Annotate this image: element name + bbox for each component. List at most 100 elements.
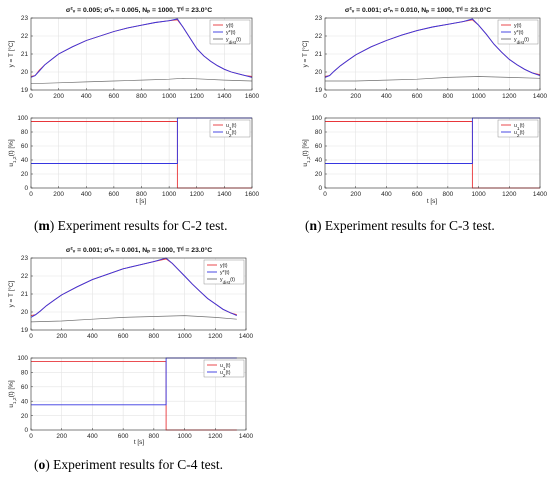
- x-tick-label: 200: [56, 433, 67, 440]
- legend-label: ydist(t): [226, 37, 241, 46]
- legend-box: [497, 119, 539, 138]
- x-tick-label: 1000: [177, 433, 192, 440]
- x-tick-label: 600: [412, 93, 423, 100]
- y-tick-label: 80: [21, 370, 29, 377]
- axes-frame: [30, 357, 247, 431]
- legend-label: y(t): [514, 23, 522, 29]
- x-tick-label: 200: [350, 93, 361, 100]
- y-tick-label: 22: [21, 273, 29, 280]
- x-tick-label: 600: [412, 191, 423, 198]
- x-tick-label: 800: [136, 191, 147, 198]
- legend-label: u2(t): [226, 130, 237, 139]
- x-tick-label: 600: [118, 333, 129, 340]
- y-axis-label: u1,2(t) [%]: [8, 380, 18, 407]
- x-tick-label: 1400: [239, 333, 254, 340]
- x-tick-label: 200: [350, 191, 361, 198]
- legend-label: u1(t): [226, 123, 237, 132]
- x-tick-label: 0: [323, 191, 327, 198]
- y-tick-label: 100: [17, 355, 28, 362]
- y-tick-label: 23: [21, 255, 29, 262]
- legend-label: y*(t): [226, 30, 236, 36]
- x-tick-label: 200: [53, 93, 64, 100]
- series-line: [30, 315, 237, 323]
- caption-o: (o) Experiment results for C-4 test.: [34, 457, 223, 472]
- x-tick-label: 1000: [471, 191, 486, 198]
- legend-label: u1(t): [514, 123, 525, 132]
- x-tick-label: 400: [381, 93, 392, 100]
- y-axis-label: y = T [°C]: [301, 40, 309, 67]
- panel-n: σ²ᵥ = 0.001; σ²ₙ = 0.010, Nₚ = 1000, Tᵈ …: [301, 6, 548, 205]
- legend-box: [209, 119, 251, 138]
- caption-n: (n) Experiment results for C-3 test.: [305, 218, 495, 233]
- series-line: [324, 18, 541, 78]
- legend: u1(t)u2(t): [203, 359, 245, 379]
- x-tick-label: 800: [443, 93, 454, 100]
- legend-label: u2(t): [514, 130, 525, 139]
- temperature-plot: 0 200 400 600 800 1000 1200 1400 19 20 21 22 23 y = T…: [301, 15, 548, 100]
- chart-title: σ²ᵥ = 0.005; σ²ₙ = 0.005, Nₚ = 1000, Tᵈ …: [66, 6, 212, 14]
- y-tick-label: 21: [21, 291, 29, 298]
- series-line: [325, 76, 541, 82]
- x-tick-label: 1200: [190, 93, 205, 100]
- y-tick-label: 21: [315, 51, 323, 58]
- legend: y(t)y*(t)ydist(t): [497, 19, 539, 46]
- x-tick-label: 800: [149, 433, 160, 440]
- legend: y(t)y*(t)ydist(t): [209, 19, 251, 46]
- legend-label: u1(t): [220, 363, 231, 372]
- x-tick-label: 1400: [217, 93, 232, 100]
- y-axis-label: u1,2(t) [%]: [302, 139, 312, 166]
- x-tick-label: 0: [323, 93, 327, 100]
- legend-label: y(t): [226, 23, 234, 29]
- y-tick-label: 40: [21, 398, 29, 405]
- x-tick-label: 400: [381, 191, 392, 198]
- legend-label: y*(t): [220, 270, 230, 276]
- y-tick-label: 60: [21, 384, 29, 391]
- x-tick-label: 1600: [245, 191, 260, 198]
- caption-m: (m) Experiment results for C-2 test.: [34, 218, 228, 233]
- y-tick-label: 100: [17, 115, 28, 122]
- control-plot: 0 200 400 600 800 1000 1200 1400 1600 0 20 40 60 80 10…: [8, 115, 260, 205]
- x-tick-label: 0: [29, 333, 33, 340]
- y-tick-label: 20: [315, 171, 323, 178]
- x-tick-label: 1200: [208, 333, 223, 340]
- x-tick-label: 600: [109, 191, 120, 198]
- y-tick-label: 22: [21, 33, 29, 40]
- x-tick-label: 1400: [217, 191, 232, 198]
- x-tick-label: 0: [29, 191, 33, 198]
- y-tick-label: 20: [21, 309, 29, 316]
- x-tick-label: 1600: [245, 93, 260, 100]
- control-plot: 0 200 400 600 800 1000 1200 1400 0 20 40 60 80 100 u1,…: [302, 115, 548, 205]
- x-tick-label: 1000: [162, 93, 177, 100]
- legend-box: [209, 19, 251, 45]
- x-tick-label: 0: [29, 433, 33, 440]
- temperature-plot: 0 200 400 600 800 1000 1200 1400 1600 19 20 21 22 23 y…: [7, 15, 260, 100]
- x-tick-label: 800: [149, 333, 160, 340]
- y-tick-label: 23: [21, 15, 29, 22]
- y-tick-label: 22: [315, 33, 323, 40]
- y-tick-label: 19: [315, 87, 323, 94]
- legend: y(t)y*(t)ydist(t): [203, 259, 245, 286]
- x-tick-label: 1000: [177, 333, 192, 340]
- x-tick-label: 800: [443, 191, 454, 198]
- y-tick-label: 40: [315, 157, 323, 164]
- panel-m: σ²ᵥ = 0.005; σ²ₙ = 0.005, Nₚ = 1000, Tᵈ …: [7, 6, 260, 205]
- y-tick-label: 0: [24, 185, 28, 192]
- x-tick-label: 600: [109, 93, 120, 100]
- series-line: [30, 77, 253, 85]
- chart-title: σ²ᵥ = 0.001; σ²ₙ = 0.010, Nₚ = 1000, Tᵈ …: [345, 6, 491, 14]
- x-tick-label: 1000: [162, 191, 177, 198]
- y-tick-label: 23: [315, 15, 323, 22]
- series-line: [30, 257, 237, 318]
- x-tick-label: 400: [81, 191, 92, 198]
- x-tick-label: 800: [136, 93, 147, 100]
- y-tick-label: 19: [21, 87, 29, 94]
- y-tick-label: 19: [21, 327, 29, 334]
- axes-frame: [324, 117, 541, 189]
- legend: u1(t)u2(t): [497, 119, 539, 139]
- x-tick-label: 200: [53, 191, 64, 198]
- legend-label: u2(t): [220, 370, 231, 379]
- y-tick-label: 20: [21, 69, 29, 76]
- legend-label: ydist(t): [220, 277, 235, 286]
- x-tick-label: 1400: [533, 93, 548, 100]
